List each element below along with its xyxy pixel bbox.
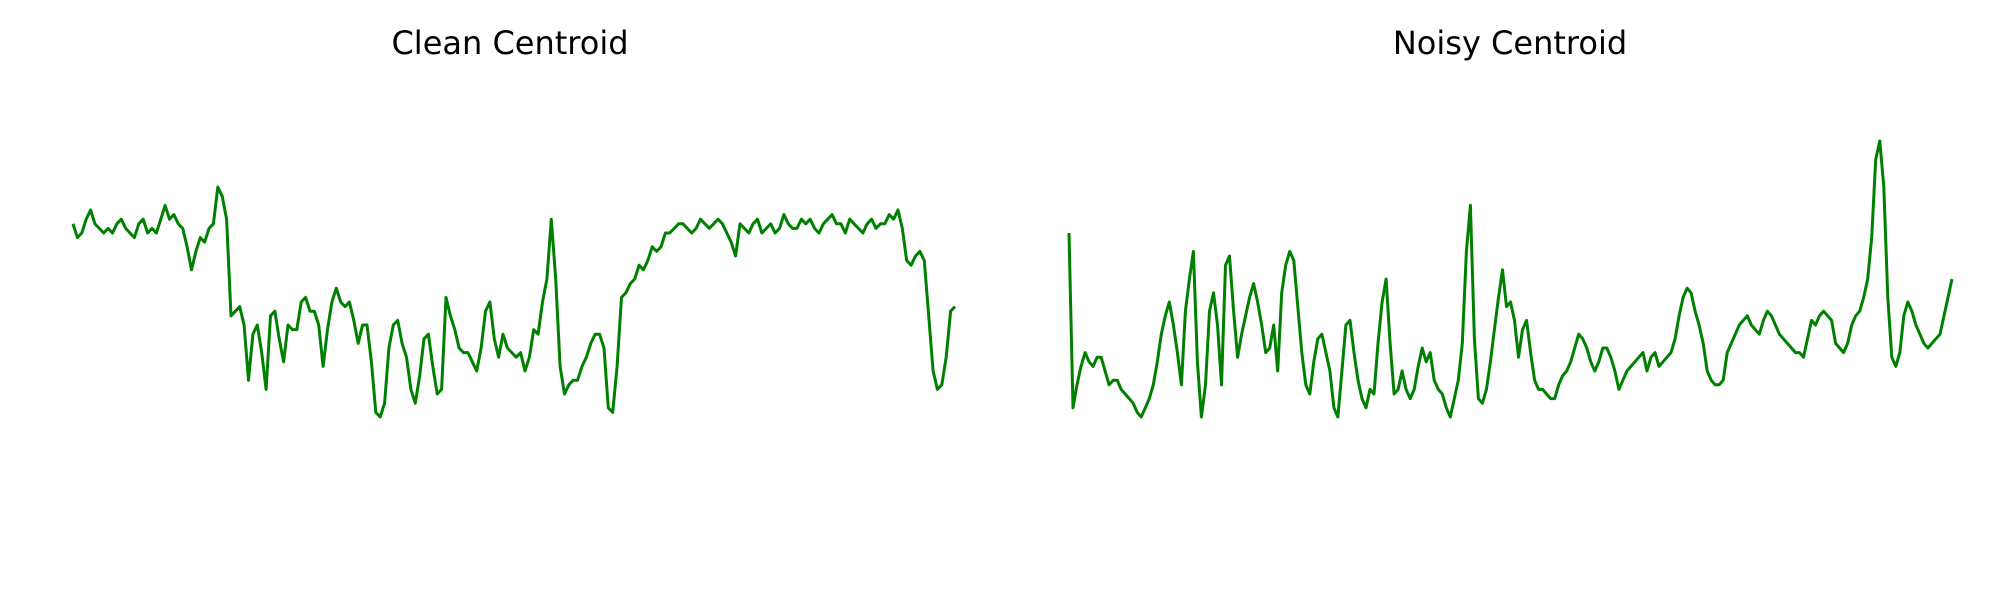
chart-clean-centroid xyxy=(71,185,957,419)
series-line-noisy-0 xyxy=(1067,139,1954,419)
panel-clean-centroid: Clean Centroid xyxy=(40,0,1000,600)
series-line-clean-0 xyxy=(71,185,957,419)
chart-title-noisy: Noisy Centroid xyxy=(1392,24,1628,62)
chart-title-clean: Clean Centroid xyxy=(391,24,629,62)
panel-noisy-centroid: Noisy Centroid xyxy=(1040,0,2000,600)
chart-noisy-centroid xyxy=(1067,139,1954,419)
